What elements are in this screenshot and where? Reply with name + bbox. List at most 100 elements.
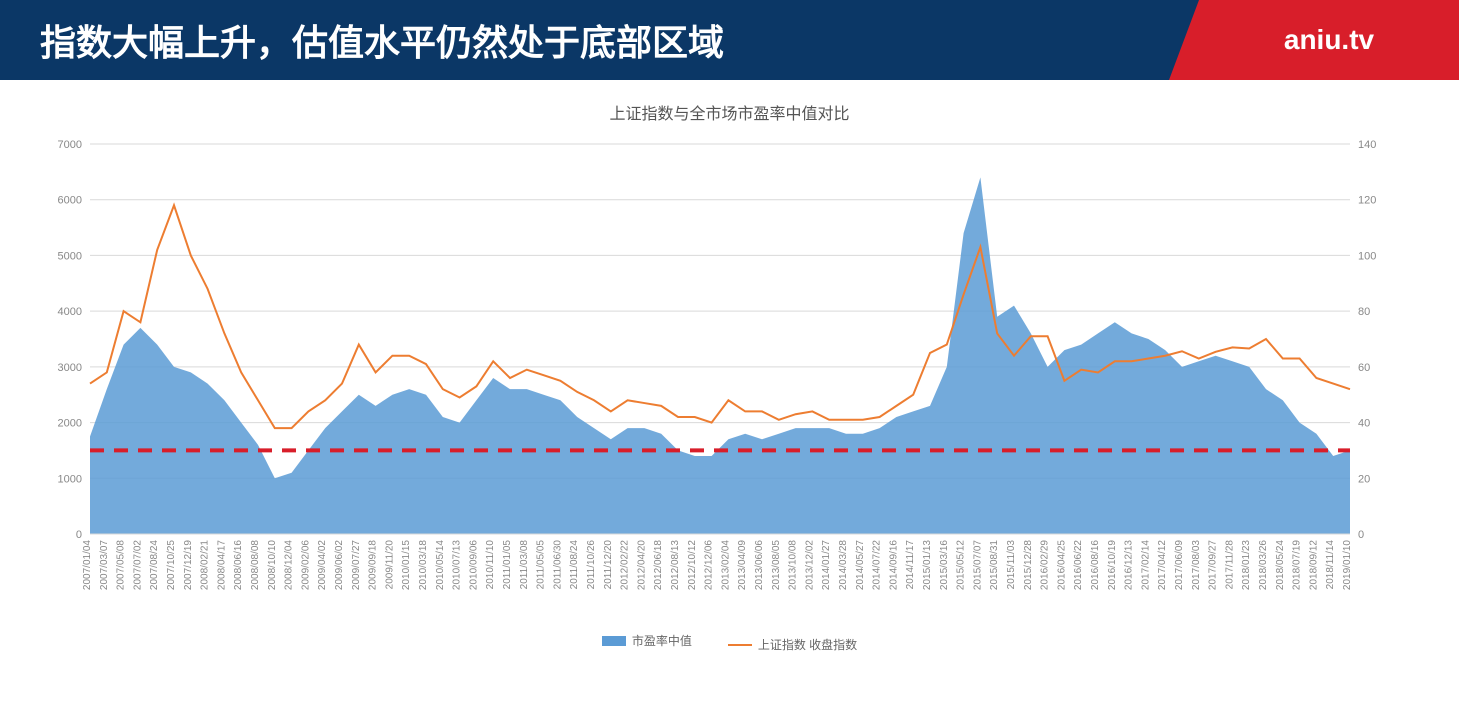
- x-tick: 2010/11/10: [485, 540, 496, 590]
- x-tick: 2009/06/02: [334, 540, 345, 590]
- x-tick: 2011/01/05: [502, 540, 513, 590]
- x-tick: 2007/01/04: [82, 540, 93, 590]
- x-tick: 2016/12/13: [1124, 540, 1135, 590]
- chart-legend: 市盈率中值 上证指数 收盘指数: [30, 632, 1429, 653]
- legend-label: 市盈率中值: [632, 632, 692, 649]
- x-tick: 2007/12/19: [183, 540, 194, 590]
- y2-tick: 0: [1358, 529, 1364, 541]
- x-tick: 2015/12/28: [1023, 540, 1034, 590]
- x-tick: 2016/08/16: [1090, 540, 1101, 590]
- x-tick: 2013/02/04: [720, 540, 731, 590]
- x-tick: 2018/05/24: [1275, 540, 1286, 590]
- x-tick: 2015/07/07: [972, 540, 983, 590]
- x-tick: 2017/06/09: [1174, 540, 1185, 590]
- x-tick: 2007/08/24: [149, 540, 160, 590]
- chart-title: 上证指数与全市场市盈率中值对比: [30, 100, 1429, 124]
- x-tick: 2011/03/08: [519, 540, 530, 590]
- x-tick: 2014/11/17: [905, 540, 916, 590]
- x-tick: 2018/07/19: [1292, 540, 1303, 590]
- x-tick: 2012/12/06: [704, 540, 715, 590]
- chart-plot: 0 1000 2000 3000 4000 5000 6000 7000 0 20 40 60 80 10…: [30, 134, 1429, 624]
- x-tick: 2007/10/25: [166, 540, 177, 590]
- x-tick: 2015/08/31: [989, 540, 1000, 590]
- x-tick: 2018/11/14: [1325, 540, 1336, 590]
- x-tick: 2019/01/10: [1342, 540, 1353, 590]
- y1-tick: 1000: [58, 473, 82, 485]
- legend-item: 上证指数 收盘指数: [728, 636, 857, 653]
- x-tick: 2009/09/18: [368, 540, 379, 590]
- x-tick: 2008/04/17: [216, 540, 227, 590]
- legend-item: 市盈率中值: [602, 632, 692, 649]
- x-tick: 2014/03/28: [838, 540, 849, 590]
- x-tick: 2008/02/21: [200, 540, 211, 590]
- y2-tick: 80: [1358, 306, 1370, 318]
- x-tick: 2015/03/16: [939, 540, 950, 590]
- x-tick: 2011/06/30: [552, 540, 563, 590]
- x-tick: 2011/08/24: [569, 540, 580, 590]
- x-tick: 2012/04/20: [636, 540, 647, 590]
- x-tick: 2015/01/13: [922, 540, 933, 590]
- legend-label: 上证指数 收盘指数: [758, 636, 857, 653]
- y1-tick: 7000: [58, 139, 82, 151]
- x-tick: 2016/02/29: [1040, 540, 1051, 590]
- header-bar: 指数大幅上升，估值水平仍然处于底部区域 aniu.tv: [0, 0, 1459, 80]
- x-tick: 2017/08/03: [1191, 540, 1202, 590]
- y1-tick: 2000: [58, 418, 82, 430]
- x-tick: 2010/07/13: [452, 540, 463, 590]
- x-tick: 2013/12/02: [804, 540, 815, 590]
- x-tick: 2017/11/28: [1224, 540, 1235, 590]
- x-tick: 2017/02/14: [1140, 540, 1151, 590]
- x-tick: 2010/05/14: [435, 540, 446, 590]
- y2-tick: 120: [1358, 195, 1376, 207]
- x-tick: 2014/09/16: [888, 540, 899, 590]
- x-tick: 2014/05/27: [855, 540, 866, 590]
- y1-tick: 6000: [58, 195, 82, 207]
- page-title: 指数大幅上升，估值水平仍然处于底部区域: [0, 0, 1199, 80]
- x-tick: 2009/11/20: [384, 540, 395, 590]
- chart-svg: 0 1000 2000 3000 4000 5000 6000 7000 0 20 40 60 80 10…: [30, 134, 1410, 624]
- x-tick: 2008/10/10: [267, 540, 278, 590]
- y2-tick: 20: [1358, 473, 1370, 485]
- x-tick: 2012/06/18: [653, 540, 664, 590]
- y1-tick: 5000: [58, 250, 82, 262]
- x-tick: 2010/01/15: [401, 540, 412, 590]
- x-tick: 2013/08/05: [771, 540, 782, 590]
- x-tick: 2007/03/07: [99, 540, 110, 590]
- x-tick: 2018/01/23: [1241, 540, 1252, 590]
- legend-swatch: [728, 644, 752, 646]
- x-tick: 2014/07/22: [872, 540, 883, 590]
- legend-swatch: [602, 636, 626, 646]
- y1-tick: 3000: [58, 362, 82, 374]
- y2-tick: 60: [1358, 362, 1370, 374]
- x-tick: 2016/04/25: [1056, 540, 1067, 590]
- x-tick: 2016/10/19: [1107, 540, 1118, 590]
- x-tick: 2016/06/22: [1073, 540, 1084, 590]
- x-tick: 2010/03/18: [418, 540, 429, 590]
- x-tick: 2009/07/27: [351, 540, 362, 590]
- x-tick: 2009/02/06: [300, 540, 311, 590]
- chart-container: 上证指数与全市场市盈率中值对比 010002000300040005000600…: [0, 80, 1459, 663]
- x-tick: 2007/07/02: [132, 540, 143, 590]
- x-tick: 2013/06/06: [754, 540, 765, 590]
- y2-tick: 100: [1358, 250, 1376, 262]
- y1-tick: 4000: [58, 306, 82, 318]
- y2-tick: 140: [1358, 139, 1376, 151]
- x-tick: 2017/04/12: [1157, 540, 1168, 590]
- x-tick: 2012/02/22: [620, 540, 631, 590]
- x-tick: 2008/06/16: [233, 540, 244, 590]
- x-tick: 2018/09/12: [1308, 540, 1319, 590]
- y1-tick: 0: [76, 529, 82, 541]
- x-tick: 2015/11/03: [1006, 540, 1017, 590]
- x-tick: 2018/03/26: [1258, 540, 1269, 590]
- y2-tick: 40: [1358, 418, 1370, 430]
- x-tick: 2013/10/08: [788, 540, 799, 590]
- x-tick: 2011/05/05: [536, 540, 547, 590]
- x-tick: 2012/08/13: [670, 540, 681, 590]
- x-tick: 2013/04/09: [737, 540, 748, 590]
- x-tick: 2014/01/27: [821, 540, 832, 590]
- x-tick: 2009/04/02: [317, 540, 328, 590]
- x-tick: 2008/08/08: [250, 540, 261, 590]
- brand-label: aniu.tv: [1199, 0, 1459, 80]
- x-tick: 2015/05/12: [956, 540, 967, 590]
- x-tick: 2007/05/08: [116, 540, 127, 590]
